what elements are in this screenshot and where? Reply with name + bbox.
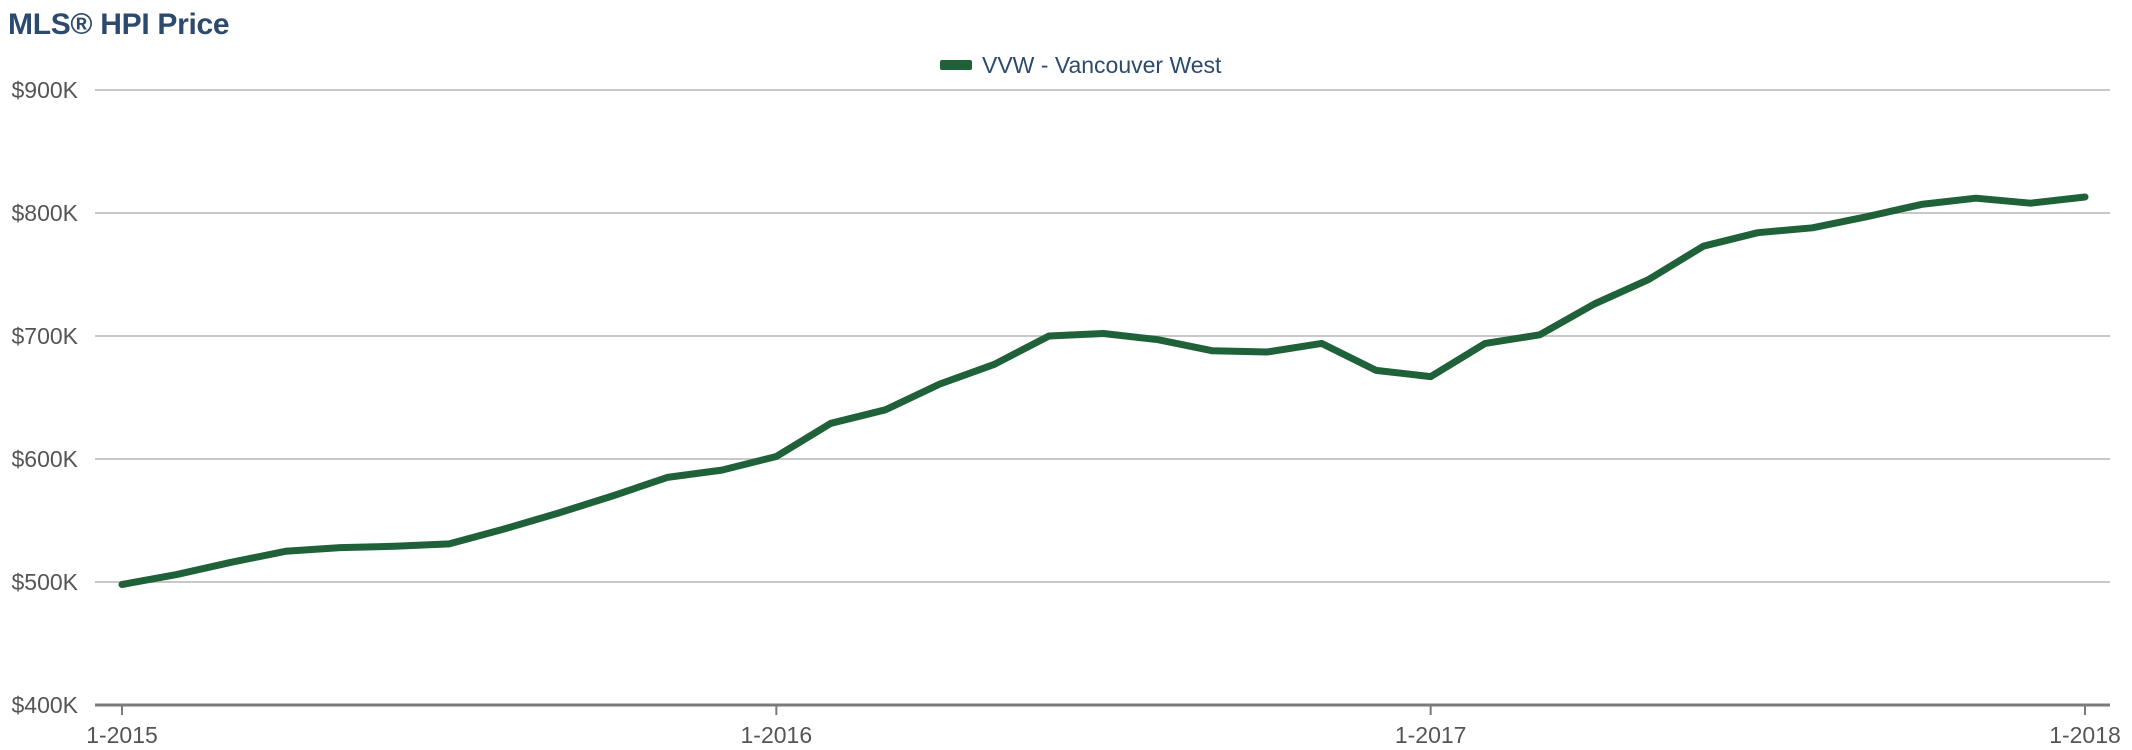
data-point[interactable] xyxy=(770,451,782,463)
x-tick-label: 1-2016 xyxy=(741,722,813,748)
data-point[interactable] xyxy=(1043,330,1055,342)
y-tick-label: $600K xyxy=(11,446,78,472)
x-tick-label: 1-2017 xyxy=(1395,722,1467,748)
data-point[interactable] xyxy=(334,542,346,554)
data-point[interactable] xyxy=(934,378,946,390)
legend-swatch[interactable] xyxy=(940,60,972,70)
axes: $400K $500K $600K $700K $800K $900K 1-2015 1-20… xyxy=(11,77,2120,748)
data-point[interactable] xyxy=(1316,337,1328,349)
chart-title: MLS® HPI Price xyxy=(8,8,230,41)
data-point[interactable] xyxy=(661,471,673,483)
legend-label[interactable]: VVW - Vancouver West xyxy=(982,52,1222,78)
data-point[interactable] xyxy=(1152,334,1164,346)
data-point[interactable] xyxy=(1261,346,1273,358)
data-point[interactable] xyxy=(1207,345,1219,357)
data-point[interactable] xyxy=(498,523,510,535)
data-point[interactable] xyxy=(552,507,564,519)
data-point[interactable] xyxy=(607,490,619,502)
data-point[interactable] xyxy=(1806,222,1818,234)
data-point[interactable] xyxy=(389,540,401,552)
data-point[interactable] xyxy=(1752,227,1764,239)
data-point[interactable] xyxy=(1970,192,1982,204)
data-point[interactable] xyxy=(1643,273,1655,285)
data-point[interactable] xyxy=(1098,328,1110,340)
data-point[interactable] xyxy=(116,578,128,590)
data-point[interactable] xyxy=(280,545,292,557)
y-tick-label: $500K xyxy=(11,569,78,595)
y-tick-label: $900K xyxy=(11,77,78,103)
data-point[interactable] xyxy=(2079,191,2091,203)
series-line[interactable] xyxy=(118,193,2089,588)
y-tick-label: $400K xyxy=(11,692,78,718)
data-point[interactable] xyxy=(171,569,183,581)
data-point[interactable] xyxy=(1534,329,1546,341)
data-point[interactable] xyxy=(1697,240,1709,252)
data-point[interactable] xyxy=(1915,198,1927,210)
legend[interactable]: VVW - Vancouver West xyxy=(940,52,1222,78)
y-tick-label: $700K xyxy=(11,323,78,349)
data-point[interactable] xyxy=(1370,364,1382,376)
data-point[interactable] xyxy=(1588,298,1600,310)
y-tick-label: $800K xyxy=(11,200,78,226)
series-layer xyxy=(116,191,2091,590)
data-point[interactable] xyxy=(716,464,728,476)
data-point[interactable] xyxy=(1425,371,1437,383)
data-point[interactable] xyxy=(2024,197,2036,209)
x-tick-label: 1-2015 xyxy=(86,722,158,748)
data-point[interactable] xyxy=(825,417,837,429)
data-point[interactable] xyxy=(1479,337,1491,349)
data-point[interactable] xyxy=(443,538,455,550)
data-point[interactable] xyxy=(225,556,237,568)
data-point[interactable] xyxy=(1861,211,1873,223)
data-point[interactable] xyxy=(988,358,1000,370)
x-tick-label: 1-2018 xyxy=(2049,722,2121,748)
data-point[interactable] xyxy=(879,404,891,416)
